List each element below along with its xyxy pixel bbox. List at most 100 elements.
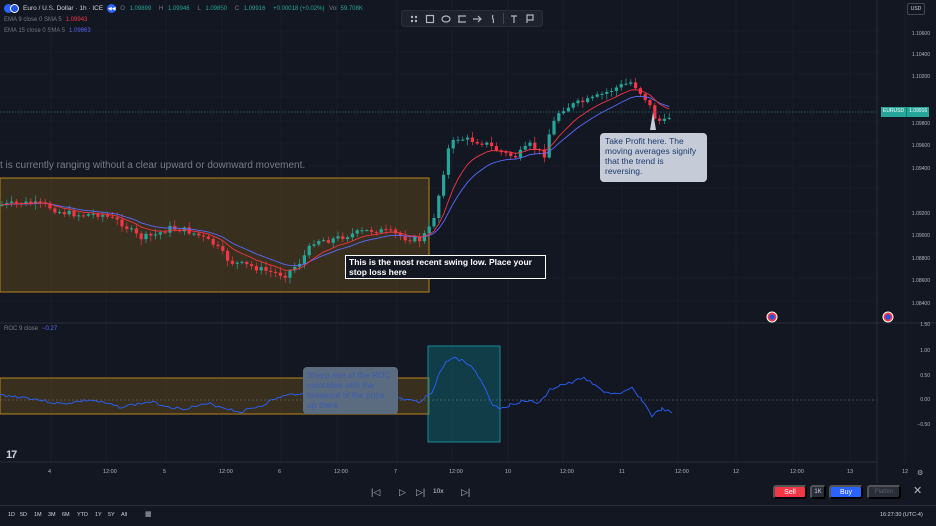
- candle[interactable]: [53, 208, 57, 213]
- candle[interactable]: [77, 215, 81, 217]
- quantity-button[interactable]: 1K: [810, 485, 826, 499]
- candle[interactable]: [82, 215, 86, 217]
- candle[interactable]: [293, 266, 297, 271]
- range-option[interactable]: 5D: [20, 512, 28, 518]
- candle[interactable]: [576, 100, 580, 104]
- candle[interactable]: [86, 214, 90, 216]
- candle[interactable]: [662, 118, 666, 121]
- candle[interactable]: [446, 148, 450, 175]
- candle[interactable]: [485, 142, 489, 145]
- candle[interactable]: [523, 145, 527, 150]
- candle[interactable]: [480, 143, 484, 145]
- candle[interactable]: [571, 103, 575, 108]
- candle[interactable]: [566, 107, 570, 112]
- flatten-button[interactable]: Flatten: [867, 485, 901, 499]
- candle[interactable]: [149, 233, 153, 236]
- candle[interactable]: [307, 245, 311, 256]
- candle[interactable]: [533, 142, 537, 150]
- path-tool-icon[interactable]: [456, 13, 468, 25]
- ema15-line[interactable]: [1, 95, 670, 267]
- candle[interactable]: [269, 270, 273, 272]
- candle[interactable]: [38, 201, 42, 203]
- candle[interactable]: [96, 213, 100, 217]
- candle[interactable]: [230, 260, 234, 264]
- candle[interactable]: [67, 210, 71, 215]
- candle[interactable]: [322, 240, 326, 242]
- candle[interactable]: [259, 267, 263, 271]
- candle[interactable]: [600, 93, 604, 95]
- candle[interactable]: [427, 226, 431, 234]
- candle[interactable]: [312, 244, 316, 246]
- close-icon[interactable]: ✕: [913, 485, 923, 497]
- candle[interactable]: [619, 84, 623, 88]
- candle[interactable]: [528, 142, 532, 146]
- candle[interactable]: [432, 217, 436, 227]
- buy-button[interactable]: Buy: [829, 485, 863, 499]
- candle[interactable]: [494, 146, 498, 151]
- candle[interactable]: [605, 91, 609, 94]
- candle[interactable]: [658, 118, 662, 121]
- replay-mode-icon[interactable]: ◀◀: [107, 4, 117, 13]
- range-option[interactable]: 1M: [34, 512, 42, 518]
- candle[interactable]: [442, 174, 446, 196]
- candle[interactable]: [394, 229, 398, 234]
- candle[interactable]: [283, 275, 287, 278]
- rectangle-tool-icon[interactable]: [424, 13, 436, 25]
- candle[interactable]: [182, 227, 186, 232]
- candle[interactable]: [562, 111, 566, 114]
- candle[interactable]: [235, 262, 239, 264]
- roc-annotation[interactable]: Sharp rise of the ROC coincides with the…: [303, 367, 398, 414]
- candle[interactable]: [360, 230, 364, 232]
- candle[interactable]: [350, 233, 354, 238]
- candle[interactable]: [0, 204, 4, 206]
- range-option[interactable]: 1Y: [95, 512, 102, 518]
- candle[interactable]: [106, 215, 110, 217]
- candle[interactable]: [211, 238, 215, 245]
- candle[interactable]: [14, 201, 18, 204]
- sell-button[interactable]: Sell: [773, 485, 807, 499]
- candle[interactable]: [72, 210, 76, 217]
- candle[interactable]: [470, 137, 474, 143]
- candle[interactable]: [648, 100, 652, 106]
- candle[interactable]: [374, 231, 378, 233]
- candle[interactable]: [326, 240, 330, 243]
- ellipse-tool-icon[interactable]: [440, 13, 452, 25]
- candle[interactable]: [437, 195, 441, 218]
- candle[interactable]: [653, 105, 657, 119]
- candle[interactable]: [216, 244, 220, 247]
- candle[interactable]: [341, 236, 345, 240]
- candle[interactable]: [490, 142, 494, 147]
- candle[interactable]: [139, 233, 143, 240]
- curve-tool-icon[interactable]: [487, 13, 499, 25]
- step-forward-icon[interactable]: ▷|: [416, 487, 426, 497]
- candle[interactable]: [158, 232, 162, 235]
- take-profit-annotation[interactable]: Take Profit here. The moving averages si…: [600, 133, 707, 182]
- symbol-title[interactable]: Euro / U.S. Dollar · 1h · ICE: [23, 5, 104, 12]
- range-option[interactable]: 5Y: [108, 512, 115, 518]
- text-tool-icon[interactable]: [508, 13, 520, 25]
- candle[interactable]: [206, 236, 210, 239]
- candle[interactable]: [552, 120, 556, 135]
- candle[interactable]: [125, 226, 129, 229]
- candle[interactable]: [197, 233, 201, 236]
- drag-handle-icon[interactable]: [408, 13, 420, 25]
- candle[interactable]: [514, 156, 518, 158]
- calendar-icon[interactable]: ▦: [145, 511, 152, 518]
- candle[interactable]: [101, 215, 105, 217]
- candle[interactable]: [408, 240, 412, 242]
- candle[interactable]: [62, 212, 66, 215]
- candle[interactable]: [504, 152, 508, 154]
- candle[interactable]: [134, 228, 138, 234]
- arrow-tool-icon[interactable]: [471, 13, 483, 25]
- candle[interactable]: [547, 134, 551, 158]
- candle[interactable]: [614, 87, 618, 91]
- candle[interactable]: [384, 229, 388, 231]
- candle[interactable]: [370, 230, 374, 232]
- candle[interactable]: [302, 255, 306, 264]
- ema9-legend[interactable]: EMA 9 close 0 SMA 5 1.09943: [4, 16, 88, 23]
- candle[interactable]: [461, 139, 465, 141]
- flag-tool-icon[interactable]: [524, 13, 536, 25]
- candle[interactable]: [581, 100, 585, 103]
- candle[interactable]: [422, 233, 426, 242]
